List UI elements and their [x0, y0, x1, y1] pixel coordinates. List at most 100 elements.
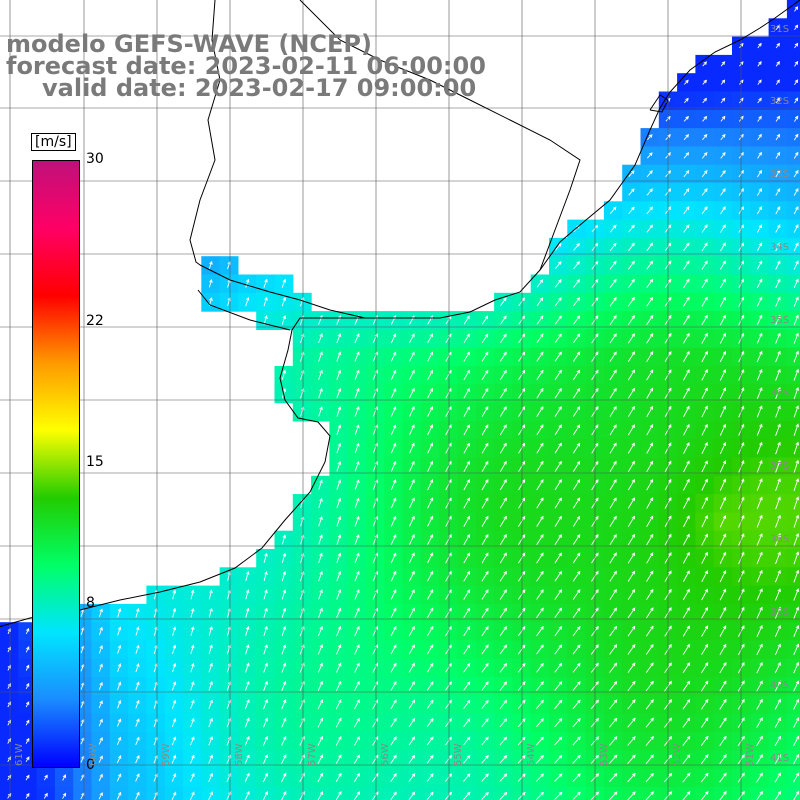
- wind-arrow: [354, 424, 360, 435]
- wind-arrow: [408, 589, 415, 600]
- field-cell: [786, 695, 800, 715]
- wind-arrow: [775, 496, 781, 510]
- wind-arrow: [701, 442, 708, 454]
- wind-arrow: [427, 570, 434, 582]
- longitude-label: 52W: [672, 743, 683, 766]
- wind-arrow: [445, 681, 452, 691]
- longitude-label: 51W: [745, 743, 756, 766]
- wind-arrow: [208, 717, 213, 728]
- wind-arrow: [775, 115, 781, 122]
- wind-arrow: [701, 643, 709, 656]
- wind-arrow: [172, 626, 177, 636]
- wind-arrow: [683, 496, 690, 509]
- wind-arrow: [245, 644, 250, 655]
- wind-arrow: [646, 188, 653, 196]
- wind-arrow: [646, 607, 654, 619]
- wind-arrow: [609, 717, 618, 728]
- wind-arrow: [135, 662, 140, 673]
- wind-arrow: [775, 24, 780, 30]
- wind-arrow: [793, 224, 799, 233]
- wind-arrow: [646, 497, 654, 509]
- wind-arrow: [263, 278, 268, 288]
- wind-arrow: [263, 589, 268, 600]
- wind-arrow: [756, 698, 763, 710]
- longitude-label: 55W: [453, 743, 464, 766]
- wind-arrow: [645, 772, 654, 783]
- field-cell: [786, 658, 800, 678]
- wind-arrow: [775, 459, 781, 473]
- wind-arrow: [208, 772, 213, 782]
- wind-arrow: [354, 662, 360, 673]
- wind-arrow: [756, 790, 763, 800]
- wind-arrow: [756, 717, 763, 728]
- wind-arrow: [481, 315, 489, 325]
- wind-arrow: [208, 754, 213, 764]
- wind-arrow: [683, 369, 690, 381]
- wind-arrow: [628, 188, 635, 196]
- wind-arrow: [701, 515, 708, 528]
- wind-arrow: [463, 607, 471, 618]
- wind-arrow: [481, 387, 489, 399]
- wind-arrow: [317, 772, 324, 783]
- wind-arrow: [463, 570, 471, 582]
- wind-arrow: [628, 170, 635, 178]
- wind-arrow: [281, 699, 287, 710]
- wind-arrow: [701, 387, 708, 399]
- wind-arrow: [609, 406, 617, 417]
- wind-arrow: [390, 552, 397, 564]
- wind-arrow: [756, 296, 763, 307]
- wind-arrow: [720, 133, 726, 141]
- wind-arrow: [190, 644, 195, 655]
- wind-arrow: [189, 791, 195, 800]
- wind-arrow: [336, 479, 342, 490]
- wind-arrow: [190, 717, 195, 728]
- wind-arrow: [245, 570, 250, 582]
- wind-arrow: [463, 589, 471, 600]
- wind-arrow: [208, 260, 213, 270]
- wind-arrow: [701, 460, 708, 473]
- wind-arrow: [463, 736, 471, 746]
- wind-arrow: [390, 589, 397, 600]
- wind-arrow: [353, 791, 361, 800]
- lagoon: [649, 94, 669, 113]
- wind-arrow: [190, 736, 195, 746]
- wind-arrow: [318, 515, 323, 527]
- wind-arrow: [775, 169, 781, 178]
- wind-arrow: [317, 791, 324, 800]
- wind-arrow: [682, 791, 691, 800]
- wind-arrow: [682, 533, 690, 546]
- wind-arrow: [682, 588, 690, 601]
- wind-arrow: [245, 278, 250, 288]
- wind-arrow: [517, 589, 526, 600]
- wind-arrow: [427, 406, 434, 417]
- wind-arrow: [719, 296, 726, 307]
- wind-arrow: [335, 699, 342, 710]
- field-cell: [786, 311, 800, 330]
- wind-arrow: [756, 569, 763, 583]
- wind-arrow: [463, 718, 471, 728]
- wind-arrow: [683, 278, 690, 289]
- field-cell: [713, 786, 733, 800]
- wind-arrow: [757, 151, 762, 159]
- wind-arrow: [793, 569, 800, 583]
- wind-arrow: [499, 681, 508, 691]
- wind-arrow: [208, 607, 213, 618]
- wind-arrow: [481, 736, 489, 746]
- wind-arrow: [98, 718, 103, 727]
- field-cell: [786, 329, 800, 349]
- wind-arrow: [499, 699, 508, 709]
- wind-arrow: [481, 718, 489, 728]
- wind-arrow: [719, 514, 727, 528]
- wind-arrow: [335, 662, 342, 673]
- wind-arrow: [481, 570, 489, 582]
- field-cell: [786, 237, 800, 257]
- wind-arrow: [646, 314, 654, 326]
- wind-arrow: [719, 314, 726, 326]
- wind-arrow: [609, 206, 617, 214]
- valid-date: valid date: 2023-02-17 09:00:00: [42, 74, 477, 102]
- wind-arrow: [554, 754, 563, 764]
- wind-arrow: [409, 333, 415, 344]
- wind-arrow: [408, 754, 416, 764]
- wind-arrow: [701, 151, 708, 159]
- wind-arrow: [445, 497, 452, 509]
